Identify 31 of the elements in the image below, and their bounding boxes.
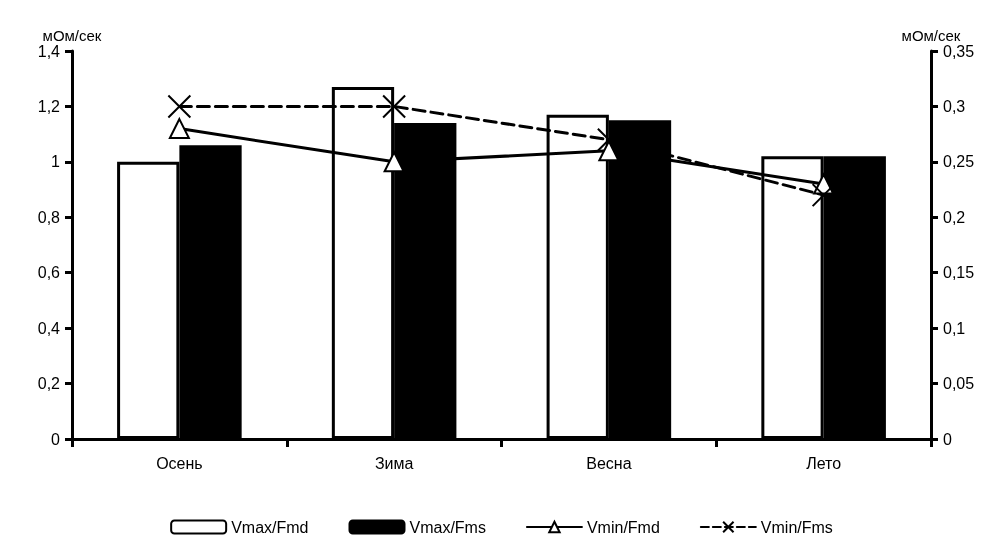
y-tick-label: 0,2 — [37, 375, 61, 393]
y2-tick-label: 0,05 — [943, 375, 975, 393]
y-tick-label: 0,6 — [37, 264, 61, 282]
point — [383, 151, 405, 173]
y-tick-label: 0 — [51, 430, 61, 448]
y2-tick-label: 0,35 — [943, 42, 975, 60]
y-tick-label: 1,4 — [37, 42, 61, 60]
y2-tick-label: 0 — [943, 430, 952, 448]
x-tick-label: Зима — [374, 454, 414, 472]
y2-axis-title: мОм/сек — [901, 27, 961, 45]
point — [382, 94, 407, 119]
y2-tick-label: 0,1 — [943, 319, 966, 337]
legend-label: Vmin/Fmd — [586, 518, 660, 536]
legend-label: Vmax/Fmd — [231, 518, 309, 536]
x-tick-label: Осень — [156, 454, 203, 472]
y2-tick-label: 0,2 — [943, 208, 966, 226]
y-tick-label: 1,2 — [37, 97, 61, 115]
y2-tick-label: 0,3 — [943, 97, 966, 115]
point — [598, 140, 620, 162]
legend-label: Vmax/Fms — [409, 518, 486, 536]
y2-tick-label: 0,25 — [943, 153, 975, 171]
y-tick-label: 1 — [51, 153, 61, 171]
y-tick-label: 0,8 — [37, 208, 61, 226]
y-axis-title: мОм/сек — [42, 27, 102, 45]
y2-tick-label: 0,15 — [943, 264, 975, 282]
x-tick-label: Весна — [586, 454, 632, 472]
point — [168, 118, 190, 140]
point — [167, 94, 192, 119]
y-tick-label: 0,4 — [37, 319, 61, 337]
legend-label: Vmin/Fms — [760, 518, 833, 536]
x-tick-label: Лето — [806, 454, 842, 472]
